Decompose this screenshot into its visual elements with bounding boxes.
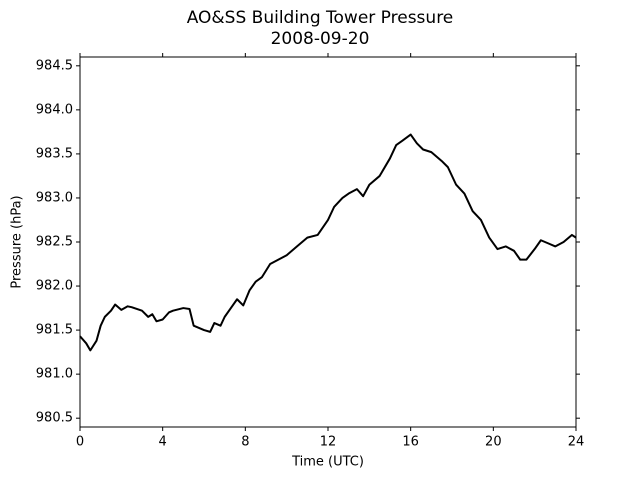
x-tick-label: 20	[485, 435, 502, 450]
y-tick-label: 983.0	[36, 190, 73, 205]
y-tick-label: 981.5	[36, 323, 73, 338]
x-tick-label: 24	[568, 435, 585, 450]
data-line	[79, 133, 577, 352]
y-tick-label: 983.5	[36, 146, 73, 161]
y-tick-label: 980.5	[36, 411, 73, 426]
y-tick-label: 982.5	[36, 235, 73, 250]
x-axis-label: Time (UTC)	[291, 455, 364, 470]
y-tick-label: 982.0	[36, 279, 73, 294]
chart-title: AO&SS Building Tower Pressure	[187, 8, 454, 28]
plot-frame	[79, 56, 577, 428]
y-tick-label: 984.5	[36, 58, 73, 73]
x-tick-label: 8	[241, 435, 249, 450]
chart-subtitle: 2008-09-20	[271, 29, 370, 49]
x-tick-label: 0	[76, 435, 84, 450]
x-tick-label: 16	[402, 435, 419, 450]
y-axis-label: Pressure (hPa)	[10, 195, 25, 288]
x-tick-label: 4	[159, 435, 167, 450]
x-tick-label: 12	[320, 435, 337, 450]
y-tick-label: 981.0	[36, 367, 73, 382]
y-tick-label: 984.0	[36, 102, 73, 117]
